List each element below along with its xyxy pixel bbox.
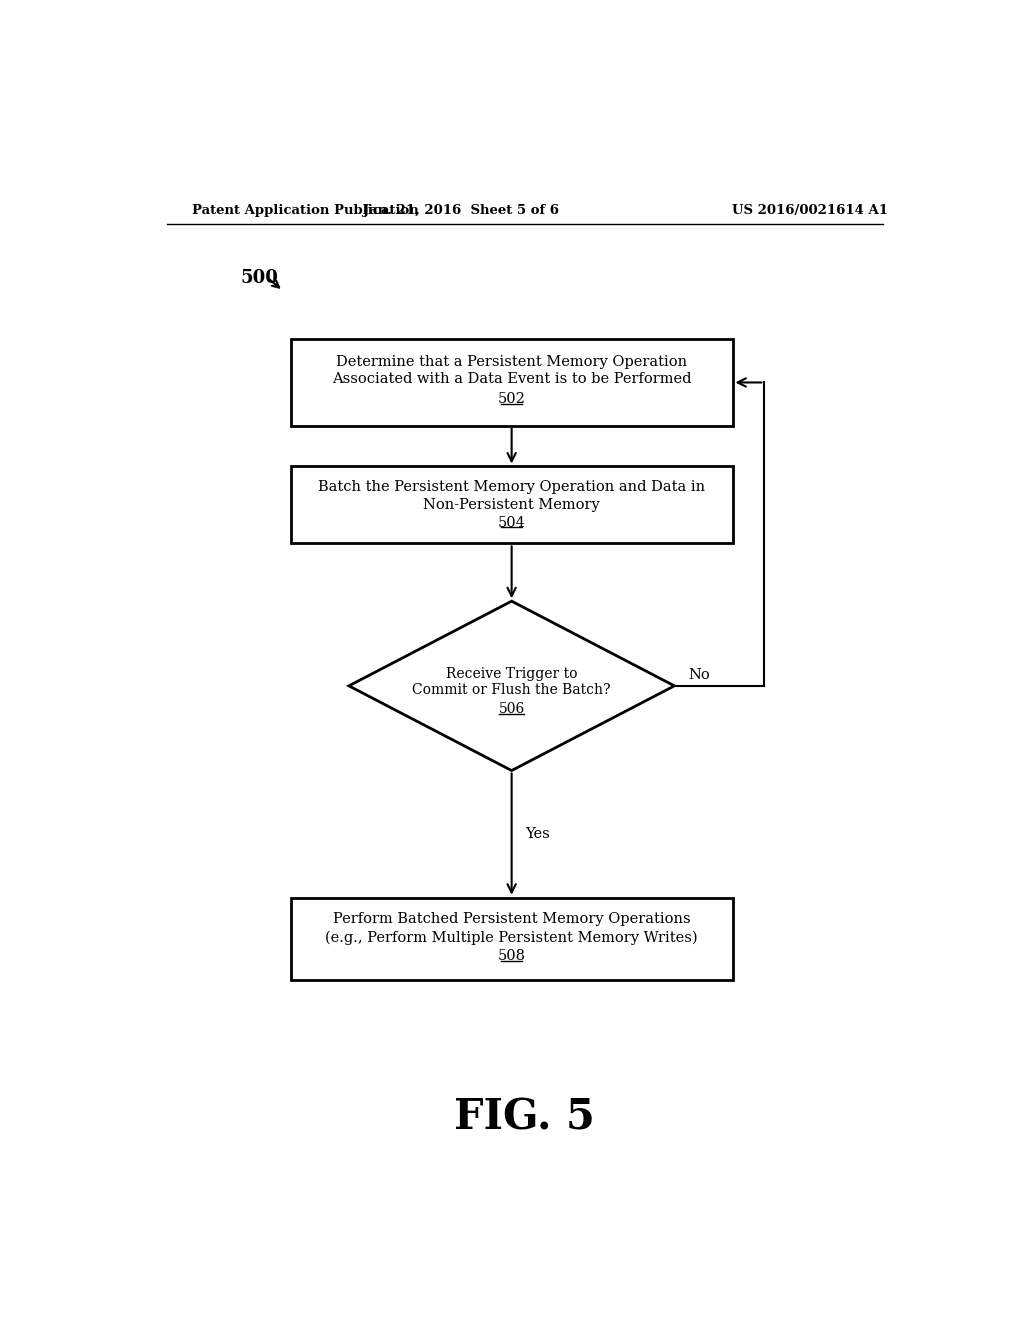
Text: No: No [688,668,710,682]
Text: 508: 508 [498,949,525,964]
Text: Batch the Persistent Memory Operation and Data in: Batch the Persistent Memory Operation an… [318,480,706,494]
FancyBboxPatch shape [291,898,732,979]
Text: 502: 502 [498,392,525,407]
Text: 500: 500 [241,269,279,286]
Text: US 2016/0021614 A1: US 2016/0021614 A1 [732,205,889,218]
Text: Commit or Flush the Batch?: Commit or Flush the Batch? [413,684,611,697]
Text: Perform Batched Persistent Memory Operations: Perform Batched Persistent Memory Operat… [333,912,690,927]
FancyBboxPatch shape [291,339,732,425]
FancyBboxPatch shape [291,466,732,544]
Text: Patent Application Publication: Patent Application Publication [191,205,418,218]
Text: Determine that a Persistent Memory Operation: Determine that a Persistent Memory Opera… [336,355,687,370]
Text: Receive Trigger to: Receive Trigger to [445,667,578,681]
Text: Non-Persistent Memory: Non-Persistent Memory [423,498,600,512]
Text: (e.g., Perform Multiple Persistent Memory Writes): (e.g., Perform Multiple Persistent Memor… [326,931,698,945]
Text: FIG. 5: FIG. 5 [455,1096,595,1138]
Text: Jan. 21, 2016  Sheet 5 of 6: Jan. 21, 2016 Sheet 5 of 6 [364,205,559,218]
Polygon shape [349,601,675,771]
Text: 504: 504 [498,516,525,529]
Text: Associated with a Data Event is to be Performed: Associated with a Data Event is to be Pe… [332,372,691,387]
Text: 506: 506 [499,702,524,715]
Text: Yes: Yes [525,828,550,841]
